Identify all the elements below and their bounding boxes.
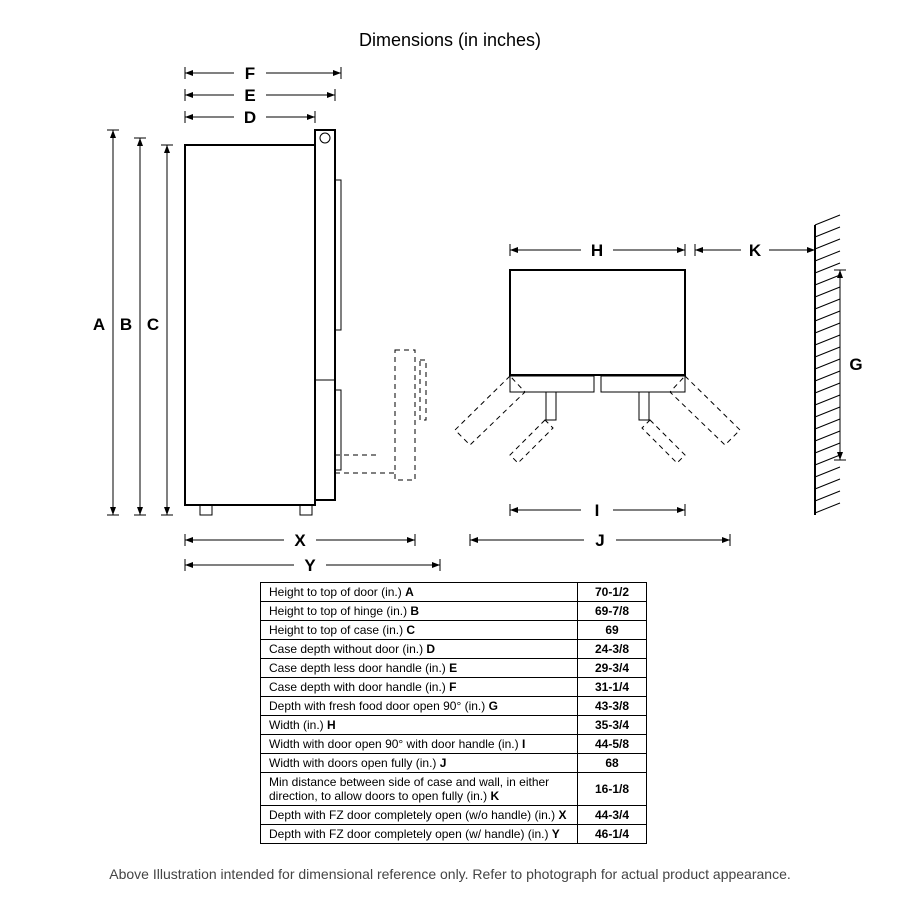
- svg-text:E: E: [244, 86, 255, 105]
- table-row: Height to top of door (in.) A70-1/2: [261, 583, 647, 602]
- table-row: Depth with fresh food door open 90° (in.…: [261, 697, 647, 716]
- svg-text:K: K: [749, 241, 762, 260]
- table-row: Case depth without door (in.) D24-3/8: [261, 640, 647, 659]
- svg-text:G: G: [849, 355, 862, 374]
- dim-label: Depth with FZ door completely open (w/o …: [261, 806, 578, 825]
- table-row: Case depth with door handle (in.) F31-1/…: [261, 678, 647, 697]
- dim-label: Depth with FZ door completely open (w/ h…: [261, 825, 578, 844]
- dim-value: 44-5/8: [578, 735, 647, 754]
- dim-value: 31-1/4: [578, 678, 647, 697]
- svg-text:J: J: [595, 531, 604, 550]
- dim-label: Depth with fresh food door open 90° (in.…: [261, 697, 578, 716]
- dimension-diagram: ABC DEF XY H K G IJ: [0, 60, 900, 580]
- dim-label: Height to top of door (in.) A: [261, 583, 578, 602]
- dim-value: 43-3/8: [578, 697, 647, 716]
- table-row: Width (in.) H35-3/4: [261, 716, 647, 735]
- footer-note: Above Illustration intended for dimensio…: [0, 866, 900, 882]
- table-row: Width with doors open fully (in.) J68: [261, 754, 647, 773]
- dim-value: 29-3/4: [578, 659, 647, 678]
- dim-value: 68: [578, 754, 647, 773]
- dimension-table: Height to top of door (in.) A70-1/2Heigh…: [260, 582, 647, 844]
- dim-label: Case depth without door (in.) D: [261, 640, 578, 659]
- svg-text:H: H: [591, 241, 603, 260]
- svg-text:B: B: [120, 315, 132, 334]
- svg-text:Y: Y: [304, 556, 316, 575]
- dim-label: Width with doors open fully (in.) J: [261, 754, 578, 773]
- dim-value: 35-3/4: [578, 716, 647, 735]
- svg-text:F: F: [245, 64, 255, 83]
- svg-text:C: C: [147, 315, 159, 334]
- dim-label: Height to top of hinge (in.) B: [261, 602, 578, 621]
- dim-label: Min distance between side of case and wa…: [261, 773, 578, 806]
- table-row: Height to top of hinge (in.) B69-7/8: [261, 602, 647, 621]
- table-row: Height to top of case (in.) C69: [261, 621, 647, 640]
- dim-value: 69-7/8: [578, 602, 647, 621]
- table-row: Width with door open 90° with door handl…: [261, 735, 647, 754]
- svg-text:X: X: [294, 531, 306, 550]
- dim-value: 24-3/8: [578, 640, 647, 659]
- table-row: Min distance between side of case and wa…: [261, 773, 647, 806]
- dim-label: Width with door open 90° with door handl…: [261, 735, 578, 754]
- svg-text:A: A: [93, 315, 105, 334]
- svg-text:I: I: [595, 501, 600, 520]
- page-title: Dimensions (in inches): [0, 30, 900, 51]
- dim-label: Case depth less door handle (in.) E: [261, 659, 578, 678]
- dim-value: 16-1/8: [578, 773, 647, 806]
- dim-value: 69: [578, 621, 647, 640]
- page: Dimensions (in inches) ABC DEF XY H K G IJ Hei…: [0, 0, 900, 900]
- dim-value: 44-3/4: [578, 806, 647, 825]
- dim-value: 46-1/4: [578, 825, 647, 844]
- dim-label: Height to top of case (in.) C: [261, 621, 578, 640]
- table-row: Case depth less door handle (in.) E29-3/…: [261, 659, 647, 678]
- dim-label: Case depth with door handle (in.) F: [261, 678, 578, 697]
- table-row: Depth with FZ door completely open (w/o …: [261, 806, 647, 825]
- dim-label: Width (in.) H: [261, 716, 578, 735]
- svg-text:D: D: [244, 108, 256, 127]
- table-row: Depth with FZ door completely open (w/ h…: [261, 825, 647, 844]
- dim-value: 70-1/2: [578, 583, 647, 602]
